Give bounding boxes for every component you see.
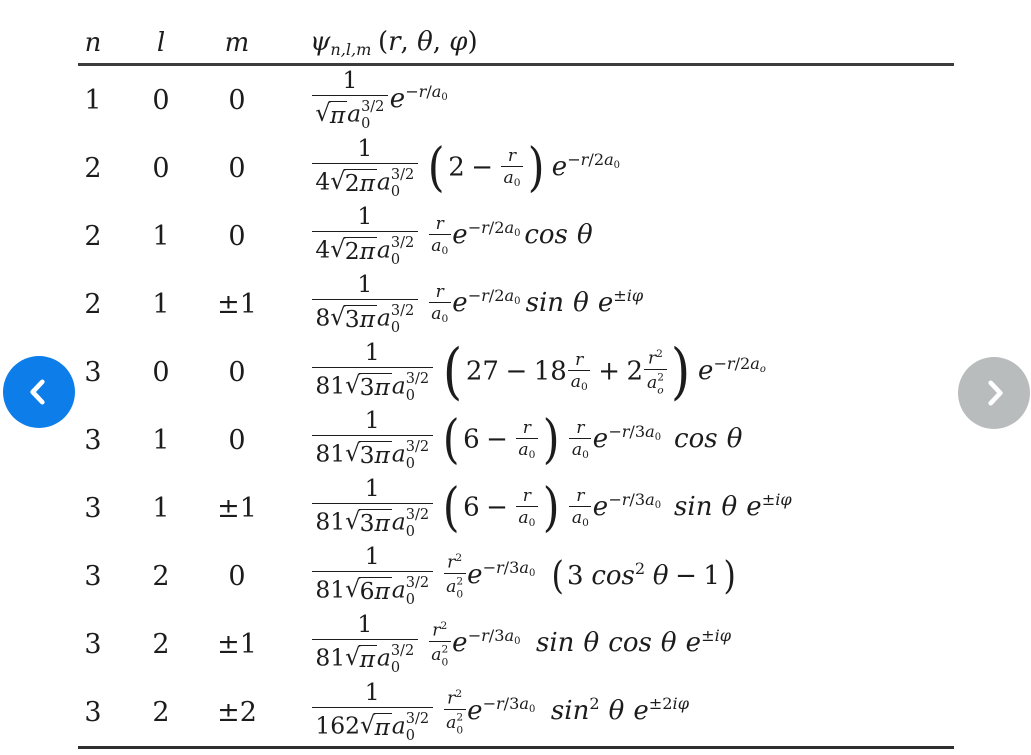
table-row: 3 2 ±2 1 162 √ π a 3/2 0 r2 a 2 0 e−r/3a0 sin2 θ e±2iφ bbox=[78, 678, 954, 746]
cell-l: 2 bbox=[152, 560, 170, 592]
header-m: m bbox=[224, 28, 250, 58]
cell-wavefunction: 1 81 √ π a 3/2 0 r2 a 2 0 e−r/3a0 sin θ cos θ e±iφ bbox=[260, 613, 954, 675]
header-l: l bbox=[156, 28, 166, 58]
cell-l: 0 bbox=[152, 152, 170, 184]
table-row: 3 2 0 1 81 √ 6π a 3/2 0 r2 a 2 0 e−r/3a0(3 cos2 θ −1) bbox=[78, 542, 954, 610]
cell-l: 2 bbox=[152, 696, 170, 728]
cell-m: ±1 bbox=[217, 492, 257, 524]
chevron-left-icon bbox=[30, 379, 45, 405]
cell-wavefunction: 1 81 √ 3π a 3/2 0(6− r a0) r a0 e−r/3a0 cos θ bbox=[260, 409, 954, 471]
table-row: 3 2 ±1 1 81 √ π a 3/2 0 r2 a 2 0 e−r/3a0 sin θ cos θ e±iφ bbox=[78, 610, 954, 678]
cell-wavefunction: 1 81 √ 6π a 3/2 0 r2 a 2 0 e−r/3a0(3 cos2 θ −1) bbox=[260, 545, 954, 607]
cell-n: 2 bbox=[84, 152, 102, 184]
cell-l: 0 bbox=[152, 84, 170, 116]
cell-wavefunction: 1 81 √ 3π a 3/2 0(27−18 r a0 +2 r2 a 2 o) e−r/2ao bbox=[260, 341, 954, 403]
cell-m: ±1 bbox=[217, 288, 257, 320]
table-row: 2 0 0 1 4 √ 2π a 3/2 0(2− r a0) e−r/2a0 bbox=[78, 134, 954, 202]
table-row: 3 1 ±1 1 81 √ 3π a 3/2 0(6− r a0) r a0 e−r/3a0 sin θ e±iφ bbox=[78, 474, 954, 542]
cell-m: ±2 bbox=[217, 696, 257, 728]
cell-wavefunction: 1 162 √ π a 3/2 0 r2 a 2 0 e−r/3a0 sin2 θ e±2iφ bbox=[260, 681, 954, 743]
table-row: 2 1 0 1 4 √ 2π a 3/2 0 r a0 e−r/2a0 cos θ bbox=[78, 202, 954, 270]
cell-l: 1 bbox=[152, 288, 170, 320]
cell-l: 1 bbox=[152, 220, 170, 252]
cell-n: 3 bbox=[84, 492, 102, 524]
carousel-next-button[interactable] bbox=[958, 357, 1030, 429]
cell-l: 1 bbox=[152, 424, 170, 456]
cell-n: 3 bbox=[84, 560, 102, 592]
cell-m: 0 bbox=[228, 152, 246, 184]
table-header-row: n l m ψn,l,m (r, θ, φ) bbox=[78, 0, 954, 66]
cell-m: ±1 bbox=[217, 628, 257, 660]
cell-n: 3 bbox=[84, 424, 102, 456]
table-row: 3 0 0 1 81 √ 3π a 3/2 0(27−18 r a0 +2 r2 a 2 o) e−r/2ao bbox=[78, 338, 954, 406]
cell-wavefunction: 1 8 √ 3π a 3/2 0 r a0 e−r/2a0 sin θ e±iφ bbox=[260, 273, 954, 335]
header-psi: ψn,l,m (r, θ, φ) bbox=[310, 27, 478, 59]
cell-m: 0 bbox=[228, 220, 246, 252]
cell-l: 2 bbox=[152, 628, 170, 660]
table-row: 3 1 0 1 81 √ 3π a 3/2 0(6− r a0) r a0 e−r/3a0 cos θ bbox=[78, 406, 954, 474]
cell-l: 1 bbox=[152, 492, 170, 524]
cell-m: 0 bbox=[228, 84, 246, 116]
cell-wavefunction: 1 4 √ 2π a 3/2 0(2− r a0) e−r/2a0 bbox=[260, 137, 954, 199]
chevron-right-icon bbox=[988, 380, 1003, 406]
table-body: 1 0 0 1 √ π a 3/2 0 e−r/a0 2 0 0 1 4 √ 2π a 3/2 0(2− r a0) e−r… bbox=[78, 66, 954, 749]
cell-m: 0 bbox=[228, 424, 246, 456]
table-row: 2 1 ±1 1 8 √ 3π a 3/2 0 r a0 e−r/2a0 sin θ e±iφ bbox=[78, 270, 954, 338]
cell-n: 3 bbox=[84, 696, 102, 728]
cell-n: 2 bbox=[84, 288, 102, 320]
cell-n: 3 bbox=[84, 356, 102, 388]
wavefunction-table: n l m ψn,l,m (r, θ, φ) 1 0 0 1 √ π a 3/2 0 e−r/a0 2… bbox=[78, 0, 954, 749]
cell-m: 0 bbox=[228, 560, 246, 592]
cell-wavefunction: 1 4 √ 2π a 3/2 0 r a0 e−r/2a0 cos θ bbox=[260, 205, 954, 267]
table-row: 1 0 0 1 √ π a 3/2 0 e−r/a0 bbox=[78, 66, 954, 134]
cell-m: 0 bbox=[228, 356, 246, 388]
header-n: n bbox=[84, 28, 102, 58]
cell-n: 2 bbox=[84, 220, 102, 252]
cell-n: 1 bbox=[84, 84, 102, 116]
cell-n: 3 bbox=[84, 628, 102, 660]
cell-wavefunction: 1 81 √ 3π a 3/2 0(6− r a0) r a0 e−r/3a0 sin θ e±iφ bbox=[260, 477, 954, 539]
carousel-prev-button[interactable] bbox=[3, 356, 75, 428]
cell-wavefunction: 1 √ π a 3/2 0 e−r/a0 bbox=[260, 69, 954, 131]
cell-l: 0 bbox=[152, 356, 170, 388]
